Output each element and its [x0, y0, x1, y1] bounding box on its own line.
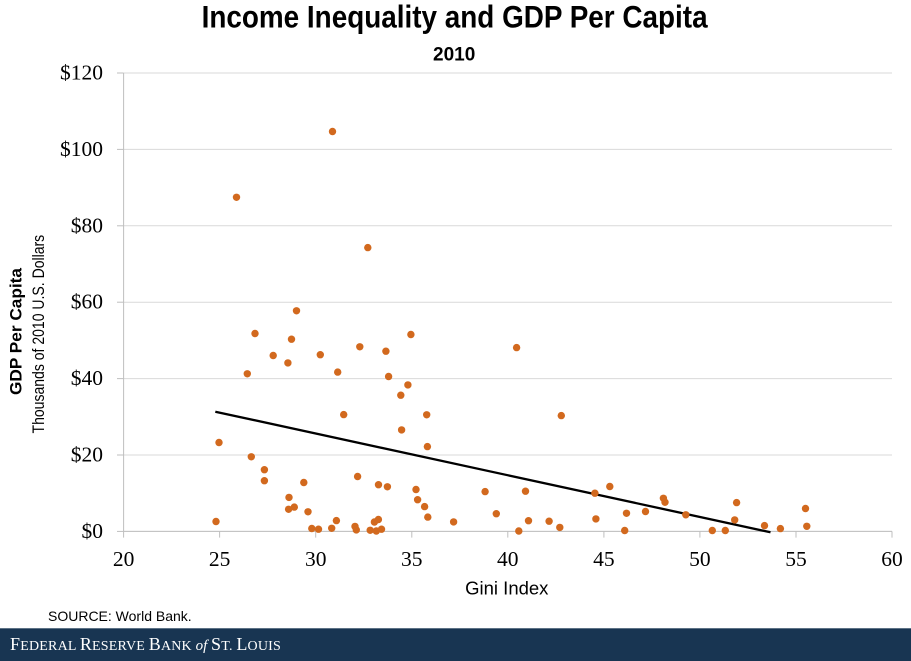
svg-text:55: 55	[785, 547, 807, 571]
svg-text:25: 25	[209, 547, 231, 571]
svg-text:40: 40	[497, 547, 519, 571]
svg-text:60: 60	[881, 547, 903, 571]
svg-text:50: 50	[689, 547, 711, 571]
svg-text:SOURCE: World Bank.: SOURCE: World Bank.	[48, 608, 192, 624]
svg-text:FEDERAL RESERVE BANK of ST. LO: FEDERAL RESERVE BANK of ST. LOUIS	[10, 634, 281, 654]
svg-text:$60: $60	[71, 290, 103, 314]
svg-text:$120: $120	[60, 61, 103, 85]
svg-text:45: 45	[593, 547, 615, 571]
svg-text:Thousands of 2010 U.S. Dollars: Thousands of 2010 U.S. Dollars	[29, 235, 48, 434]
svg-text:20: 20	[113, 547, 135, 571]
svg-text:$40: $40	[71, 366, 103, 390]
svg-text:2010: 2010	[433, 45, 475, 66]
svg-text:30: 30	[305, 547, 327, 571]
svg-text:$100: $100	[60, 137, 103, 161]
svg-text:GDP Per Capita: GDP Per Capita	[7, 267, 26, 395]
svg-text:$20: $20	[71, 443, 103, 467]
svg-text:35: 35	[401, 547, 423, 571]
svg-text:$0: $0	[82, 519, 104, 543]
svg-text:Gini Index: Gini Index	[465, 578, 549, 599]
svg-text:$80: $80	[71, 213, 103, 237]
svg-text:Income Inequality and GDP Per: Income Inequality and GDP Per Capita	[202, 0, 708, 35]
